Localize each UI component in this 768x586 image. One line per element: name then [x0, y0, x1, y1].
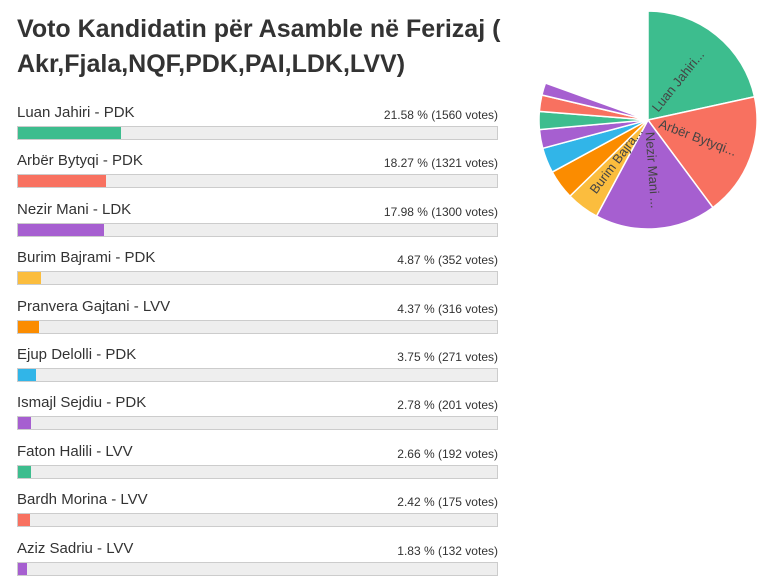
- result-row: Arbër Bytyqi - PDK 18.27 % (1321 votes): [17, 152, 498, 192]
- bar-track: [17, 561, 498, 576]
- poll-title: Voto Kandidatin për Asamble në Ferizaj (…: [17, 15, 501, 78]
- candidate-name: Ejup Delolli - PDK: [17, 346, 137, 363]
- bar-track: [17, 222, 498, 237]
- pie-label: Nezir Mani ...: [642, 131, 663, 208]
- candidate-result: 2.42 % (175 votes): [397, 495, 498, 510]
- pie-slice: [540, 82, 649, 121]
- bar-track: [17, 513, 498, 528]
- bar: [18, 127, 122, 139]
- candidate-result: 18.27 % (1321 votes): [383, 156, 498, 171]
- candidate-result: 4.37 % (316 votes): [397, 301, 498, 316]
- pie-slice: [647, 10, 756, 121]
- bar: [18, 562, 27, 575]
- bar-track: [17, 271, 498, 286]
- result-row: Aziz Sadriu - LVV 1.83 % (132 votes): [17, 540, 498, 580]
- bar: [18, 514, 30, 527]
- bar-track: [17, 174, 498, 189]
- candidate-name: Bardh Morina - LVV: [17, 491, 148, 509]
- candidate-name: Nezir Mani - LDK: [17, 200, 132, 218]
- candidate-name: Aziz Sadriu - LVV: [17, 539, 134, 557]
- bar: [18, 369, 36, 381]
- candidate-result: 17.98 % (1300 votes): [383, 204, 498, 219]
- pie-chart: Luan Jahiri...Arbër Bytyqi...Nezir Mani …: [538, 10, 758, 230]
- bar-track: [17, 368, 498, 382]
- result-row: Faton Halili - LVV 2.66 % (192 votes): [17, 443, 498, 483]
- candidate-name: Luan Jahiri - PDK: [17, 104, 135, 121]
- bar: [18, 417, 32, 430]
- bar-track: [17, 416, 498, 431]
- candidate-name: Ismajl Sejdiu - PDK: [17, 394, 147, 412]
- candidate-result: 1.83 % (132 votes): [397, 543, 498, 558]
- bar: [18, 465, 31, 478]
- bar-track: [17, 126, 498, 140]
- pie-slice: [646, 95, 758, 209]
- candidate-result: 2.78 % (201 votes): [397, 398, 498, 413]
- bar: [18, 175, 106, 188]
- candidate-name: Pranvera Gajtani - LVV: [17, 297, 171, 315]
- candidate-name: Burim Bajrami - PDK: [17, 249, 156, 267]
- pie-slice: [595, 118, 714, 230]
- result-row: Luan Jahiri - PDK 21.58 % (1560 votes): [17, 104, 498, 144]
- candidate-result: 4.87 % (352 votes): [397, 253, 498, 268]
- result-row: Nezir Mani - LDK 17.98 % (1300 votes): [17, 201, 498, 241]
- candidate-result: 3.75 % (271 votes): [397, 350, 498, 364]
- result-row: Ismajl Sejdiu - PDK 2.78 % (201 votes): [17, 394, 498, 434]
- candidate-name: Faton Halili - LVV: [17, 442, 133, 460]
- bar-track: [17, 319, 498, 334]
- result-row: Burim Bajrami - PDK 4.87 % (352 votes): [17, 249, 498, 289]
- result-row: Pranvera Gajtani - LVV 4.37 % (316 votes): [17, 298, 498, 338]
- candidate-name: Arbër Bytyqi - PDK: [17, 152, 143, 170]
- candidate-result: 2.66 % (192 votes): [397, 446, 498, 461]
- bar: [18, 272, 42, 285]
- bar: [18, 320, 39, 333]
- result-row: Ejup Delolli - PDK 3.75 % (271 votes): [17, 346, 498, 386]
- bar: [18, 223, 105, 236]
- candidate-result: 21.58 % (1560 votes): [383, 108, 498, 122]
- bar-track: [17, 464, 498, 479]
- result-row: Bardh Morina - LVV 2.42 % (175 votes): [17, 491, 498, 531]
